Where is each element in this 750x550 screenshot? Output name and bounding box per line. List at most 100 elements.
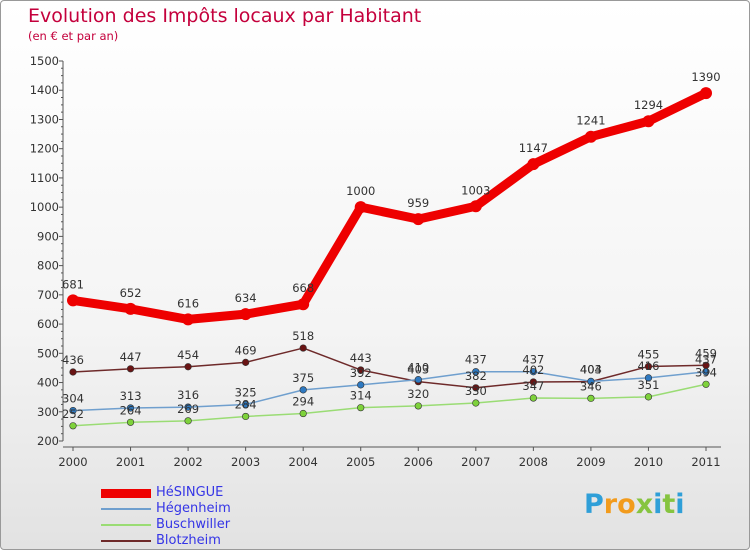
data-point [299,344,307,352]
legend-label: Buschwiller [156,517,231,532]
data-label: 634 [235,291,257,305]
brand-logo: Proxiti [584,489,685,520]
data-point [472,384,480,392]
data-point [242,358,250,366]
y-tick-label: 900 [37,229,59,243]
data-label: 392 [350,366,372,380]
brand-letter: i [653,489,663,520]
data-point [584,130,597,143]
data-label: 652 [120,286,142,300]
x-tick-label: 2006 [404,455,433,469]
data-label: 394 [695,365,717,379]
data-point [184,363,192,371]
data-label: 469 [235,343,257,357]
data-point [67,294,79,307]
data-label: 459 [695,346,717,360]
y-tick-label: 300 [37,405,59,419]
data-label: 304 [62,392,84,406]
y-tick-label: 200 [37,434,59,448]
data-point [357,381,365,389]
data-point [124,302,137,315]
data-point [472,399,480,407]
data-point [587,394,595,402]
data-point [702,380,710,388]
x-tick-label: 2005 [346,455,375,469]
data-point [239,308,252,321]
data-point [299,386,307,394]
data-label: 402 [522,363,544,377]
data-label: 455 [637,347,659,361]
x-tick-label: 2000 [58,455,87,469]
data-point [357,404,365,412]
data-label: 416 [637,359,659,373]
brand-letter: t [662,489,676,520]
series-line [72,383,707,427]
data-point [126,365,135,373]
legend-label: Hégenheim [156,501,231,516]
x-tick-label: 2009 [576,455,605,469]
data-label: 437 [695,353,717,367]
data-point [700,87,712,100]
data-point [126,404,135,412]
data-point [527,158,540,171]
x-tick-label: 2004 [289,455,318,469]
data-label: 264 [120,403,142,417]
data-point [472,368,480,376]
data-label: 382 [465,369,487,383]
data-label: 1294 [634,98,663,112]
data-label: 447 [120,350,142,364]
data-point [184,417,192,425]
data-point [182,313,195,326]
data-label: 616 [177,296,199,310]
data-label: 252 [62,407,84,421]
x-tick-label: 2007 [461,455,490,469]
legend-swatch [101,524,151,526]
data-label: 454 [177,348,199,362]
data-label: 325 [235,385,257,399]
y-tick-label: 1100 [30,171,59,185]
data-label: 284 [235,397,257,411]
x-tick-label: 2002 [173,455,202,469]
legend-swatch [101,540,151,542]
data-label: 320 [407,387,429,401]
y-tick-label: 600 [37,317,59,331]
x-tick-label: 2003 [231,455,260,469]
y-tick-label: 800 [37,259,59,273]
data-point [299,409,307,418]
series-line [68,88,711,324]
brand-letter: x [635,489,654,520]
data-point [529,368,537,376]
y-tick-label: 1500 [30,54,59,68]
data-label: 681 [62,277,84,291]
x-tick-label: 2010 [634,455,663,469]
y-tick-label: 1400 [30,83,59,97]
data-label: 346 [580,379,602,393]
y-tick-label: 1300 [30,112,59,126]
data-point [414,402,422,410]
data-label: 959 [407,196,429,210]
data-point [529,378,537,386]
legend-swatch [101,508,151,510]
data-point [644,393,653,401]
data-label: 269 [177,402,199,416]
data-point [354,201,367,214]
data-point [184,403,192,411]
chart-subtitle: (en € et par an) [28,29,119,43]
data-point [69,407,77,415]
y-tick-label: 400 [37,376,59,390]
data-label: 518 [292,329,314,343]
brand-letter: o [617,489,636,520]
legend-swatch [101,488,151,498]
data-point [357,366,365,374]
data-point [69,422,77,430]
data-label: 668 [292,281,314,295]
data-label: 1241 [576,114,605,128]
data-label: 436 [62,353,84,367]
data-label: 314 [350,389,372,403]
data-label: 330 [465,384,487,398]
data-point [529,394,537,402]
y-tick-label: 700 [37,288,59,302]
plot-area: 200 300 400 500 600 700 800 900 1000 1100 1200 1300… [30,54,721,469]
data-label: 1147 [519,141,548,155]
